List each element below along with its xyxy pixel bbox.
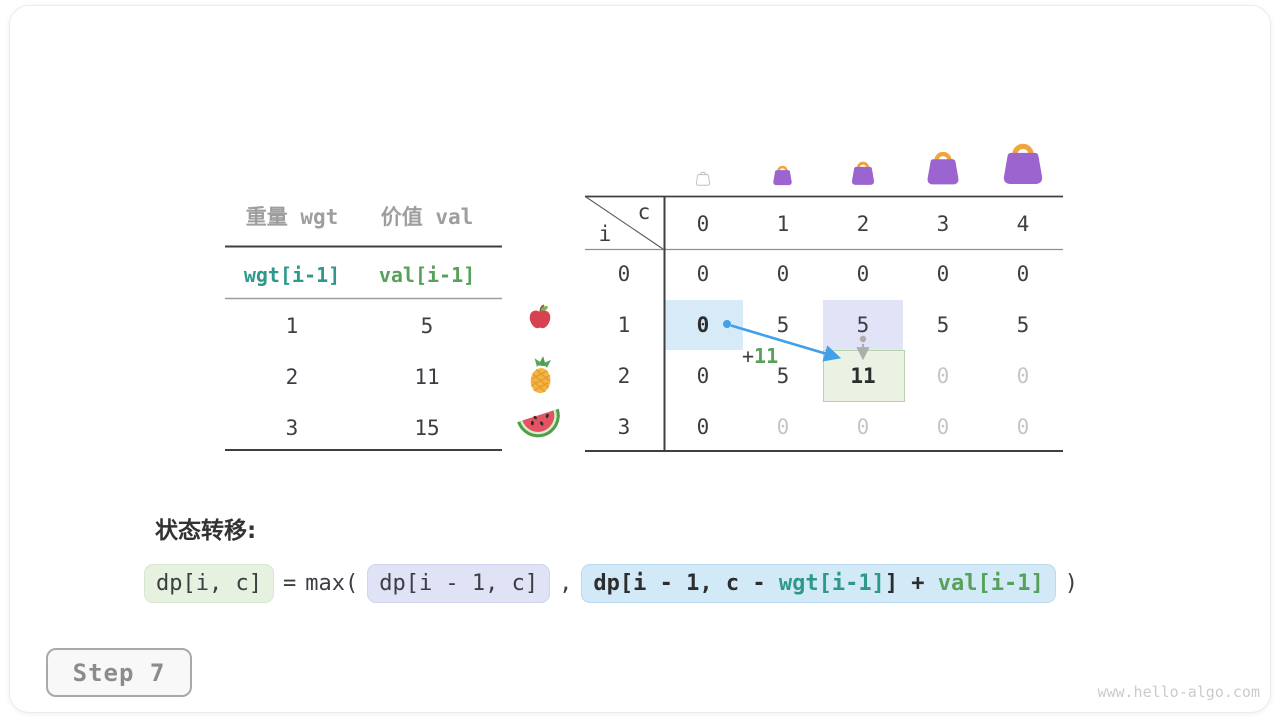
item-row-3-weight: 3 [285,416,299,440]
transition-section-label: 状态转移: [155,518,257,544]
dp-cell-r0c4: 0 [1016,262,1030,286]
formula-equals: = [282,571,297,596]
dp-col-header-0: 0 [696,212,710,236]
bag-capacity-4-icon [1003,143,1043,185]
item-row-3-value: 15 [414,416,440,440]
item-row-1-value: 5 [420,314,434,338]
formula-lhs-pill: dp[i, c] [144,564,274,603]
dp-cell-r0c3: 0 [936,262,950,286]
dp-cell-r3c4: 0 [1016,415,1030,439]
formula-arg2-prefix: dp[i - 1, c - [593,571,779,596]
dp-cell-r1c1: 5 [776,313,790,337]
formula-close-paren: ) [1064,571,1079,596]
dp-cell-r0c2: 0 [856,262,870,286]
dp-row-header-1: 1 [617,313,631,337]
items-subheader-val: val[i-1] [378,263,476,287]
step-badge: Step 7 [46,648,192,697]
bag-capacity-1-icon [773,165,792,186]
dp-cell-r1c0: 0 [696,313,710,337]
bag-capacity-0-icon [695,171,711,186]
dp-col-header-2: 2 [856,212,870,236]
items-col-header-weight: 重量 wgt [245,205,339,229]
bag-capacity-3-icon [927,151,959,185]
dp-col-header-1: 1 [776,212,790,236]
dp-col-header-4: 4 [1016,212,1030,236]
added-value: 11 [754,344,779,368]
dp-corner-row-var: i [598,222,612,246]
dp-cell-r2c3: 0 [936,364,950,388]
dp-cell-r1c2: 5 [856,313,870,337]
formula-arg2-wgt: wgt[i-1] [778,571,885,596]
formula-arg1-pill: dp[i - 1, c] [367,564,551,603]
transition-formula: dp[i, c] = max( dp[i - 1, c] , dp[i - 1,… [144,564,1078,603]
dp-cell-r3c2: 0 [856,415,870,439]
items-subheader-wgt: wgt[i-1] [243,263,341,287]
dp-cell-r1c3: 5 [936,313,950,337]
bag-capacity-2-icon [851,161,875,185]
item-row-2-weight: 2 [285,365,299,389]
apple-icon [529,304,551,329]
item-row-1-weight: 1 [285,314,299,338]
dp-cell-r0c1: 0 [776,262,790,286]
dp-row-header-2: 2 [617,364,631,388]
dp-cell-r1c4: 5 [1016,313,1030,337]
dp-row-header-0: 0 [617,262,631,286]
items-col-header-value: 价值 val [380,205,474,229]
pineapple-icon [530,356,551,394]
dp-cell-r3c1: 0 [776,415,790,439]
formula-arg2-mid: ] + [884,571,938,596]
dp-row-header-3: 3 [617,415,631,439]
watermelon-icon [517,408,560,438]
dp-cell-r2c0: 0 [696,364,710,388]
transition-add-label: +11 [742,344,778,368]
formula-arg2-pill: dp[i - 1, c - wgt[i-1]] + val[i-1] [581,564,1056,603]
dp-cell-r2c1: 5 [776,364,790,388]
formula-arg2-val: val[i-1] [937,571,1044,596]
dp-cell-r3c3: 0 [936,415,950,439]
watermark: www.hello-algo.com [1097,683,1260,701]
item-row-2-value: 11 [414,365,440,389]
dp-cell-r2c4: 0 [1016,364,1030,388]
dp-corner-col-var: c [637,200,651,224]
figure-card: 重量 wgt 价值 val wgt[i-1] val[i-1] 1 5 2 11… [9,5,1271,713]
formula-max-open: max( [305,571,359,596]
dp-cell-r0c0: 0 [696,262,710,286]
formula-comma: , [559,571,573,596]
dp-col-header-3: 3 [936,212,950,236]
dp-cell-r2c2: 11 [850,364,876,388]
plus-sign: + [742,344,755,368]
dp-cell-r3c0: 0 [696,415,710,439]
